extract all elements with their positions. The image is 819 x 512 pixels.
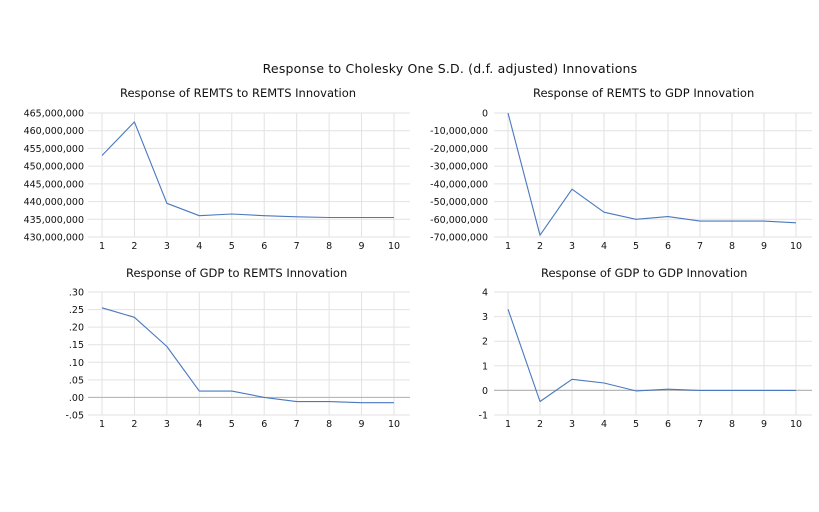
y-tick-label: -50,000,000 xyxy=(430,197,488,208)
y-tick-label: 4 xyxy=(482,288,488,299)
x-tick-label: 6 xyxy=(261,419,267,430)
x-tick-label: 9 xyxy=(359,419,365,430)
x-tick-label: 3 xyxy=(569,419,575,430)
y-tick-label: 445,000,000 xyxy=(24,179,84,190)
y-tick-label: -10,000,000 xyxy=(430,126,488,137)
x-tick-label: 1 xyxy=(99,241,105,252)
y-tick-label: 0 xyxy=(482,386,488,397)
y-tick-label: .10 xyxy=(69,358,84,369)
series-line xyxy=(101,121,394,219)
y-tick-label: .30 xyxy=(69,288,84,299)
y-tick-label: 430,000,000 xyxy=(24,233,84,244)
y-tick-label: 2 xyxy=(482,337,488,348)
x-tick-label: 3 xyxy=(164,241,170,252)
x-tick-label: 7 xyxy=(294,419,300,430)
y-tick-label: 440,000,000 xyxy=(24,197,84,208)
y-tick-label: 460,000,000 xyxy=(24,126,84,137)
chart-gdp-remts: -.05 .00 .05 .10 .15 .20 .25 .30 1 2 3 4 5 6 7 8 9 10 xyxy=(65,288,410,430)
panel-title-remts-gdp: Response of REMTS to GDP Innovation xyxy=(533,86,755,100)
x-tick-label: 6 xyxy=(665,241,671,252)
y-tick-label: -70,000,000 xyxy=(430,233,488,244)
figure-title: Response to Cholesky One S.D. (d.f. adju… xyxy=(262,61,638,76)
x-tick-label: 2 xyxy=(131,419,137,430)
y-tick-label: -60,000,000 xyxy=(430,215,488,226)
x-tick-label: 2 xyxy=(131,241,137,252)
chart-remts-gdp: -70,000,000 -60,000,000 -50,000,000 -40,000… xyxy=(430,109,812,252)
x-tick-label: 9 xyxy=(761,241,767,252)
y-tick-label: .20 xyxy=(69,323,84,334)
x-tick-label: 5 xyxy=(633,241,639,252)
x-tick-label: 3 xyxy=(569,241,575,252)
x-tick-label: 4 xyxy=(196,241,202,252)
x-tick-label: 8 xyxy=(326,419,332,430)
x-tick-label: 9 xyxy=(761,419,767,430)
chart-remts-remts: 430,000,000 435,000,000 440,000,000 445,000… xyxy=(24,109,410,252)
x-tick-label: 7 xyxy=(697,241,703,252)
x-tick-label: 10 xyxy=(790,419,802,430)
x-tick-label: 8 xyxy=(729,419,735,430)
x-tick-label: 9 xyxy=(359,241,365,252)
y-tick-label: .15 xyxy=(69,340,84,351)
y-tick-label: -20,000,000 xyxy=(430,144,488,155)
y-tick-label: 455,000,000 xyxy=(24,144,84,155)
y-tick-label: -.05 xyxy=(65,411,84,422)
y-tick-label: 450,000,000 xyxy=(24,162,84,173)
x-tick-label: 4 xyxy=(601,419,607,430)
x-tick-label: 7 xyxy=(294,241,300,252)
y-tick-label: 3 xyxy=(482,312,488,323)
panel-title-gdp-gdp: Response of GDP to GDP Innovation xyxy=(541,266,748,280)
y-tick-label: -1 xyxy=(479,411,488,422)
x-tick-label: 4 xyxy=(601,241,607,252)
x-tick-label: 5 xyxy=(229,419,235,430)
x-tick-label: 10 xyxy=(388,419,400,430)
panel-title-remts-remts: Response of REMTS to REMTS Innovation xyxy=(120,86,357,100)
y-tick-label: .00 xyxy=(69,393,84,404)
x-tick-label: 2 xyxy=(537,419,543,430)
y-tick-label: -30,000,000 xyxy=(430,162,488,173)
panel-title-gdp-remts: Response of GDP to REMTS Innovation xyxy=(126,266,348,280)
x-tick-label: 5 xyxy=(229,241,235,252)
x-tick-label: 4 xyxy=(196,419,202,430)
y-tick-label: .05 xyxy=(69,375,84,386)
x-tick-label: 10 xyxy=(790,241,802,252)
x-tick-label: 2 xyxy=(537,241,543,252)
x-tick-label: 6 xyxy=(261,241,267,252)
chart-gdp-gdp: -1 0 1 2 3 4 1 2 3 4 5 6 7 8 9 10 xyxy=(479,288,812,430)
y-tick-label: 0 xyxy=(482,109,488,120)
y-tick-label: 435,000,000 xyxy=(24,215,84,226)
x-tick-label: 6 xyxy=(665,419,671,430)
series-line xyxy=(507,309,796,403)
series-line xyxy=(101,307,394,404)
x-tick-label: 1 xyxy=(505,241,511,252)
y-tick-label: 465,000,000 xyxy=(24,109,84,120)
y-tick-label: .25 xyxy=(69,305,84,316)
y-tick-label: 1 xyxy=(482,361,488,372)
y-tick-label: -40,000,000 xyxy=(430,179,488,190)
x-tick-label: 8 xyxy=(729,241,735,252)
x-tick-label: 1 xyxy=(99,419,105,430)
x-tick-label: 8 xyxy=(326,241,332,252)
x-tick-label: 3 xyxy=(164,419,170,430)
series-line xyxy=(507,112,797,236)
x-tick-label: 10 xyxy=(388,241,400,252)
x-tick-label: 1 xyxy=(505,419,511,430)
x-tick-label: 7 xyxy=(697,419,703,430)
x-tick-label: 5 xyxy=(633,419,639,430)
